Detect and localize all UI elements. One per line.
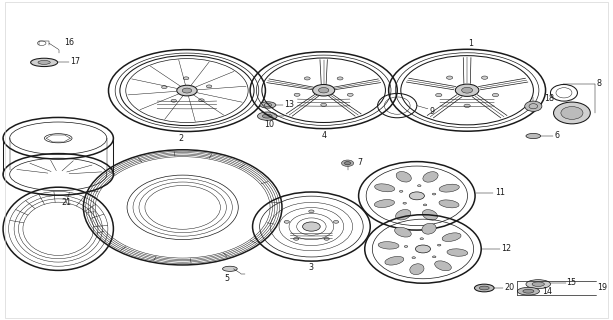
Text: 10: 10 [264, 120, 274, 129]
Circle shape [319, 88, 329, 93]
Circle shape [416, 245, 430, 253]
Ellipse shape [385, 256, 404, 265]
Ellipse shape [532, 282, 544, 286]
Ellipse shape [38, 60, 50, 64]
Ellipse shape [517, 287, 539, 295]
Circle shape [417, 185, 421, 187]
Ellipse shape [257, 112, 277, 120]
Circle shape [294, 237, 299, 240]
Text: 17: 17 [70, 57, 80, 66]
Ellipse shape [260, 102, 276, 108]
Circle shape [313, 84, 335, 96]
Text: 3: 3 [309, 263, 314, 272]
Circle shape [446, 76, 453, 79]
Text: 20: 20 [504, 283, 514, 292]
Circle shape [436, 93, 442, 97]
Ellipse shape [526, 133, 541, 139]
Circle shape [403, 202, 406, 204]
Ellipse shape [442, 233, 461, 242]
Text: 8: 8 [596, 79, 601, 88]
Ellipse shape [395, 210, 411, 220]
Circle shape [333, 220, 338, 223]
Circle shape [324, 237, 329, 240]
Ellipse shape [439, 200, 459, 208]
Circle shape [438, 244, 441, 246]
Circle shape [171, 99, 177, 102]
Circle shape [432, 256, 436, 258]
Ellipse shape [447, 249, 468, 256]
Ellipse shape [262, 114, 272, 118]
Text: 18: 18 [544, 94, 554, 103]
Circle shape [409, 192, 424, 200]
Circle shape [309, 210, 314, 213]
Circle shape [412, 257, 416, 259]
Ellipse shape [223, 266, 237, 271]
Circle shape [432, 193, 436, 195]
Ellipse shape [423, 172, 438, 182]
Circle shape [341, 160, 354, 166]
Circle shape [183, 77, 189, 80]
Circle shape [424, 204, 427, 206]
Text: 15: 15 [566, 278, 577, 287]
Circle shape [177, 85, 197, 96]
Ellipse shape [523, 289, 534, 293]
Text: 16: 16 [64, 38, 74, 47]
Circle shape [404, 245, 408, 247]
Text: 21: 21 [61, 198, 71, 207]
Circle shape [303, 222, 320, 231]
Text: 2: 2 [178, 134, 183, 143]
Circle shape [337, 77, 343, 80]
Text: 14: 14 [542, 287, 552, 296]
Ellipse shape [396, 172, 411, 182]
Circle shape [284, 220, 289, 223]
Circle shape [207, 85, 212, 88]
Circle shape [304, 77, 310, 80]
Ellipse shape [378, 242, 399, 249]
Ellipse shape [526, 280, 550, 289]
Circle shape [199, 99, 204, 102]
Ellipse shape [474, 284, 494, 292]
Ellipse shape [422, 210, 438, 220]
Ellipse shape [409, 264, 424, 275]
Ellipse shape [525, 101, 542, 111]
Circle shape [294, 93, 300, 96]
Text: 12: 12 [501, 244, 511, 253]
Circle shape [455, 84, 479, 96]
Text: 7: 7 [357, 158, 362, 167]
Text: 13: 13 [284, 100, 294, 109]
Ellipse shape [375, 184, 395, 192]
Text: 11: 11 [495, 188, 504, 197]
Ellipse shape [479, 286, 489, 290]
Circle shape [462, 87, 473, 93]
Circle shape [345, 162, 351, 165]
Circle shape [400, 190, 403, 192]
Text: 4: 4 [321, 131, 326, 140]
Ellipse shape [31, 58, 58, 67]
Text: 5: 5 [224, 274, 229, 283]
Circle shape [420, 238, 424, 240]
Ellipse shape [439, 184, 459, 192]
Text: 6: 6 [554, 131, 559, 140]
Circle shape [464, 104, 470, 108]
Ellipse shape [554, 102, 590, 124]
Ellipse shape [375, 200, 395, 207]
Circle shape [321, 103, 327, 106]
Circle shape [348, 93, 353, 96]
Ellipse shape [395, 227, 411, 237]
Ellipse shape [435, 261, 451, 271]
Text: 1: 1 [468, 39, 473, 48]
Circle shape [182, 88, 192, 93]
Text: 19: 19 [597, 284, 607, 292]
Text: 9: 9 [429, 107, 434, 116]
Ellipse shape [422, 223, 436, 234]
Ellipse shape [561, 107, 583, 119]
Circle shape [162, 86, 167, 89]
Circle shape [481, 76, 488, 79]
Circle shape [492, 93, 498, 97]
